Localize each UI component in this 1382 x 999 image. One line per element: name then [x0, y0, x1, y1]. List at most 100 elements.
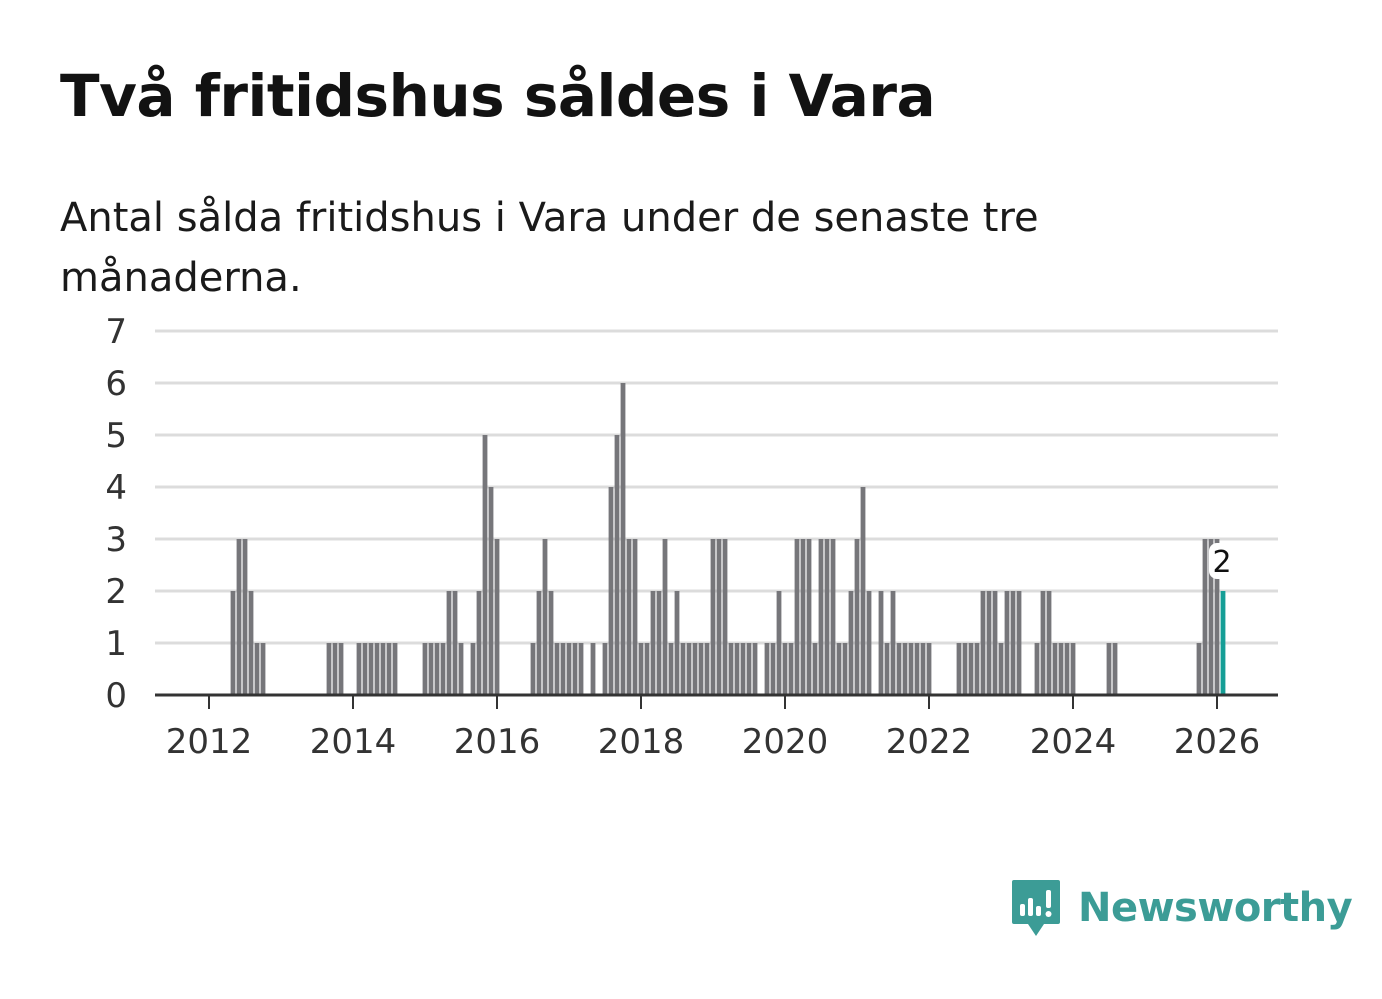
bar — [362, 643, 368, 695]
bar — [992, 591, 998, 695]
bar — [788, 643, 794, 695]
bar — [770, 643, 776, 695]
bar — [698, 643, 704, 695]
bar — [902, 643, 908, 695]
bar — [578, 643, 584, 695]
x-tick-label: 2016 — [454, 722, 541, 762]
bar — [674, 591, 680, 695]
bar — [608, 487, 614, 695]
bar — [974, 643, 980, 695]
bar — [440, 643, 446, 695]
y-tick-label: 3 — [105, 520, 127, 560]
bar — [458, 643, 464, 695]
bar — [554, 643, 560, 695]
y-tick-label: 1 — [105, 624, 127, 664]
bar — [260, 643, 266, 695]
bar — [602, 643, 608, 695]
bar — [1040, 591, 1046, 695]
bar — [572, 643, 578, 695]
bar — [968, 643, 974, 695]
bar — [428, 643, 434, 695]
bar — [704, 643, 710, 695]
bar — [680, 643, 686, 695]
bar — [368, 643, 374, 695]
bar — [656, 591, 662, 695]
bar — [470, 643, 476, 695]
bar — [764, 643, 770, 695]
bar — [752, 643, 758, 695]
bar — [1010, 591, 1016, 695]
bar — [332, 643, 338, 695]
bar — [626, 539, 632, 695]
bar — [1070, 643, 1076, 695]
bar — [1046, 591, 1052, 695]
bar — [716, 539, 722, 695]
bar — [884, 643, 890, 695]
bar — [710, 539, 716, 695]
bar — [620, 383, 626, 695]
bar — [1064, 643, 1070, 695]
bar — [1034, 643, 1040, 695]
bar — [722, 539, 728, 695]
bar — [1202, 539, 1208, 695]
bar — [908, 643, 914, 695]
bar — [824, 539, 830, 695]
bar — [998, 643, 1004, 695]
bar — [914, 643, 920, 695]
x-tick-label: 2014 — [310, 722, 397, 762]
bar — [494, 539, 500, 695]
bar — [692, 643, 698, 695]
bar — [860, 487, 866, 695]
brand-name: Newsworthy — [1078, 885, 1353, 931]
bar — [338, 643, 344, 695]
bar — [1214, 539, 1220, 695]
bar — [644, 643, 650, 695]
bar — [728, 643, 734, 695]
bar — [794, 539, 800, 695]
bar — [830, 539, 836, 695]
bar — [374, 643, 380, 695]
bar — [1058, 643, 1064, 695]
bar — [386, 643, 392, 695]
bar — [650, 591, 656, 695]
bar — [614, 435, 620, 695]
bar — [230, 591, 236, 695]
bar — [1052, 643, 1058, 695]
bar — [986, 591, 992, 695]
bar — [980, 591, 986, 695]
x-tick-label: 2022 — [886, 722, 973, 762]
bar — [236, 539, 242, 695]
x-tick-label: 2018 — [598, 722, 685, 762]
bar — [818, 539, 824, 695]
bar — [812, 643, 818, 695]
axes — [155, 693, 1278, 709]
bar — [878, 591, 884, 695]
bar — [806, 539, 812, 695]
bar — [476, 591, 482, 695]
bar — [842, 643, 848, 695]
x-tick-label: 2024 — [1030, 722, 1117, 762]
chart-subtitle: Antal sålda fritidshus i Vara under de s… — [60, 195, 1039, 301]
y-tick-label: 5 — [105, 416, 127, 456]
last-value-label: 2 — [1212, 545, 1231, 580]
tick-labels: 0 1 2 3 4 5 6 7 2012 2014 2016 2018 2020 2022 2024 2026… — [105, 312, 1260, 762]
bar — [1106, 643, 1112, 695]
x-tick-label: 2020 — [742, 722, 829, 762]
bar — [536, 591, 542, 695]
bar — [488, 487, 494, 695]
bar — [356, 643, 362, 695]
bar — [254, 643, 260, 695]
x-tick-label: 2012 — [166, 722, 253, 762]
bar — [1016, 591, 1022, 695]
bar — [854, 539, 860, 695]
bar — [800, 539, 806, 695]
y-tick-label: 0 — [105, 676, 127, 716]
brand-logo: Newsworthy — [1010, 878, 1353, 938]
bar — [962, 643, 968, 695]
bar — [380, 643, 386, 695]
bar-highlight — [1220, 591, 1226, 695]
y-tick-label: 7 — [105, 312, 127, 352]
bar — [452, 591, 458, 695]
y-tick-label: 2 — [105, 572, 127, 612]
